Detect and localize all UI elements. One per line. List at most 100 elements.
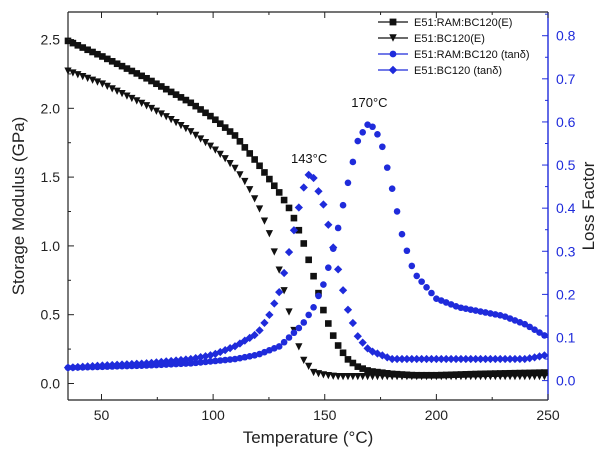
series-0-point xyxy=(148,77,155,85)
series-1-point xyxy=(192,131,200,139)
series-0-point xyxy=(285,204,293,212)
y-left-tick-label: 2.0 xyxy=(41,100,61,116)
series-0-point xyxy=(153,80,160,88)
series-0-point xyxy=(197,106,204,113)
series-0-point xyxy=(256,162,263,170)
series-2-point xyxy=(472,307,479,314)
series-1-point xyxy=(467,372,475,381)
y-left-tick-label: 1.0 xyxy=(41,238,61,254)
series-0-point xyxy=(103,55,111,63)
series-3-point xyxy=(520,354,529,364)
series-1-point xyxy=(167,115,175,124)
legend: E51:RAM:BC120(E) E51:BC120(E) E51:RAM:BC12… xyxy=(378,17,530,77)
series-1-point xyxy=(501,372,509,381)
series-3-point xyxy=(510,354,520,364)
series-3-point xyxy=(412,354,421,364)
series-3-point xyxy=(255,326,264,335)
series-1-point xyxy=(432,372,441,381)
series-3-point xyxy=(486,354,495,364)
series-0-point xyxy=(329,332,337,339)
series-1-point xyxy=(79,72,87,81)
series-3-point xyxy=(275,288,284,297)
series-1-point xyxy=(103,82,111,91)
y-left-tick-label: 2.5 xyxy=(41,32,61,48)
series-0-point xyxy=(275,189,283,196)
x-tick-label: 150 xyxy=(313,407,337,423)
series-2-point xyxy=(300,319,308,326)
series-3-point xyxy=(171,356,181,365)
series-0-point xyxy=(143,74,150,82)
series-0-point xyxy=(202,109,209,117)
series-3-point xyxy=(456,354,466,364)
series-2-point xyxy=(418,278,425,285)
series-1-point xyxy=(535,372,544,381)
series-3-point xyxy=(324,220,333,229)
series-2-point xyxy=(413,272,421,280)
series-layer xyxy=(63,37,549,381)
series-0-point xyxy=(99,53,106,60)
series-2-point xyxy=(192,359,200,367)
series-0-point xyxy=(290,214,298,222)
series-3-point xyxy=(167,356,176,366)
series-0-point xyxy=(138,72,145,80)
y-left-tick-label: 0.0 xyxy=(41,375,61,391)
series-3-point xyxy=(466,354,475,364)
series-2-point xyxy=(197,359,204,366)
series-1-point xyxy=(516,372,524,381)
series-2-point xyxy=(462,305,470,312)
series-3-point xyxy=(501,354,510,364)
series-3-point xyxy=(388,354,397,364)
series-2-point xyxy=(477,308,484,315)
series-1-point xyxy=(388,372,396,381)
series-0-point xyxy=(74,42,82,49)
series-1-point xyxy=(403,372,411,381)
series-1-point xyxy=(398,372,406,381)
series-0-point xyxy=(270,182,278,190)
series-3-point xyxy=(152,358,161,367)
series-1-point xyxy=(511,372,519,381)
series-0-point xyxy=(359,365,366,372)
series-3-point xyxy=(284,248,294,257)
y-left-tick-label: 0.5 xyxy=(41,307,61,323)
x-axis-title: Temperature (°C) xyxy=(243,428,374,447)
series-2-point xyxy=(226,356,234,363)
series-3-point xyxy=(108,360,117,370)
series-1-point xyxy=(506,372,514,381)
series-2-point xyxy=(379,143,386,151)
series-2-point xyxy=(388,185,396,192)
series-0-point xyxy=(521,369,529,377)
y-right-tick-label: 0.1 xyxy=(556,329,576,345)
series-1-point xyxy=(344,372,352,381)
series-3-point xyxy=(329,243,338,252)
series-3-point xyxy=(540,351,549,360)
series-0-point xyxy=(133,70,141,77)
series-1-point xyxy=(334,372,342,381)
series-2-point xyxy=(536,329,543,336)
series-3-point xyxy=(147,358,156,367)
series-2-point xyxy=(339,201,347,209)
legend-label: E51:RAM:BC120(E) xyxy=(414,17,512,29)
series-3-point xyxy=(176,355,186,365)
series-3-point xyxy=(122,360,132,369)
series-1-point xyxy=(486,372,495,381)
series-3-point xyxy=(319,200,328,209)
series-1-point xyxy=(221,155,229,163)
series-3-point xyxy=(432,354,441,364)
series-1-point xyxy=(93,78,102,86)
series-1-point xyxy=(496,372,504,381)
series-3-point xyxy=(260,318,269,327)
series-1-point xyxy=(521,372,529,381)
series-3-point xyxy=(93,361,102,370)
series-0-point xyxy=(531,369,538,377)
series-2-point xyxy=(482,309,489,316)
series-2-point xyxy=(369,123,376,131)
annotation-layer: 143°C 170°C xyxy=(291,95,388,166)
series-2-point xyxy=(344,179,352,187)
series-0-point xyxy=(216,120,224,127)
series-1-point xyxy=(108,85,116,93)
y-axis-left-title: Storage Modulus (GPa) xyxy=(9,117,28,296)
y-axis-right-title: Loss Factor xyxy=(579,161,598,250)
series-1-point xyxy=(526,372,534,381)
series-1-point xyxy=(280,287,288,295)
